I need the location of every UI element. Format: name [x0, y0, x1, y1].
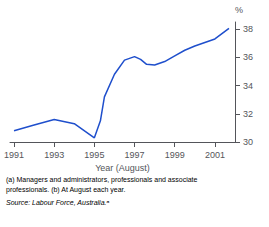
- svg-text:1995: 1995: [84, 150, 104, 160]
- svg-text:32: 32: [243, 109, 253, 119]
- svg-text:1997: 1997: [125, 150, 145, 160]
- svg-text:38: 38: [243, 24, 253, 34]
- svg-text:1993: 1993: [44, 150, 64, 160]
- svg-text:1999: 1999: [165, 150, 185, 160]
- svg-text:1991: 1991: [4, 150, 24, 160]
- svg-text:2001: 2001: [205, 150, 225, 160]
- svg-text:Year (August): Year (August): [95, 163, 150, 173]
- svg-text:Source: Labour Force, Australi: Source: Labour Force, Australia.ᵃ: [6, 199, 110, 206]
- svg-text:(a) Managers and administrator: (a) Managers and administrators, profess…: [6, 176, 198, 184]
- svg-text:30: 30: [243, 137, 253, 147]
- svg-text:%: %: [235, 5, 243, 15]
- svg-text:36: 36: [243, 52, 253, 62]
- svg-text:professionals. (b) At August e: professionals. (b) At August each year.: [6, 186, 126, 194]
- svg-text:34: 34: [243, 81, 253, 91]
